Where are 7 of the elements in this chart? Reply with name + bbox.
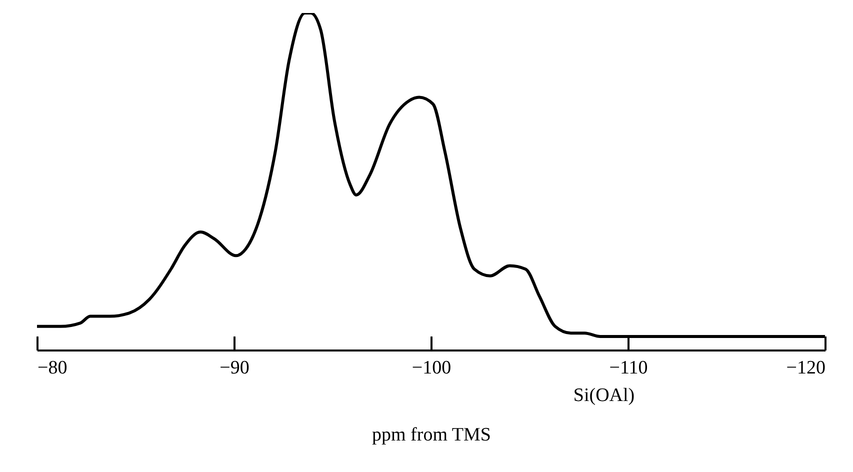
x-tick-label: −90 <box>220 358 250 378</box>
x-tick-label: −110 <box>609 358 648 378</box>
x-tick-label: −120 <box>786 358 826 378</box>
x-tick-label: −80 <box>38 358 68 378</box>
x-axis-title: ppm from TMS <box>372 424 491 446</box>
text: Si(OAl) <box>573 385 635 406</box>
x-tick-label: −100 <box>412 358 452 378</box>
